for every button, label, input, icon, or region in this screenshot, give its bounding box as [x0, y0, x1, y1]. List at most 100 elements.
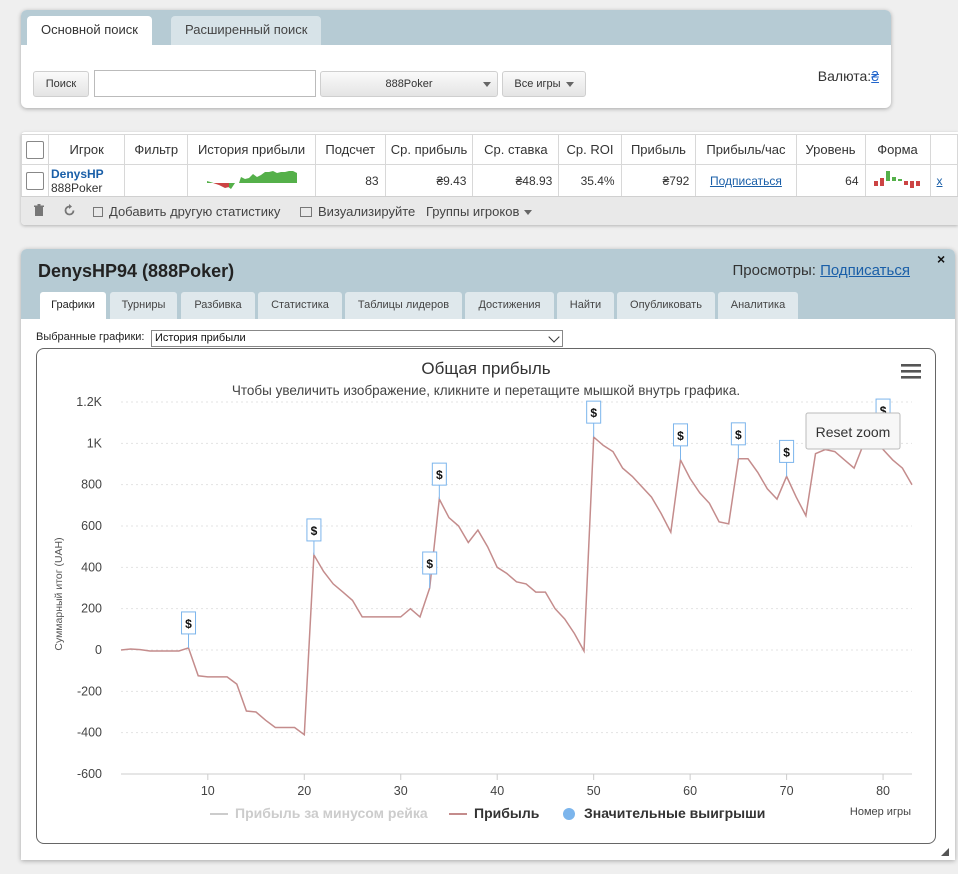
header-level[interactable]: Уровень [795, 134, 866, 165]
header-form[interactable]: Форма [864, 134, 931, 165]
chevron-down-icon [548, 331, 560, 343]
svg-text:$: $ [426, 557, 433, 571]
header-extra [929, 134, 958, 165]
big-win-flag[interactable]: $ [431, 462, 447, 500]
x-tick-label: 10 [201, 784, 215, 798]
selected-charts-label: Выбранные графики: [36, 331, 145, 343]
currency-link[interactable]: ₴ [871, 68, 879, 84]
big-win-flag[interactable]: $ [422, 551, 438, 588]
y-tick-label: 0 [95, 643, 102, 657]
svg-text:$: $ [677, 429, 684, 443]
x-tick-label: 70 [780, 784, 794, 798]
big-win-flag[interactable]: $ [672, 423, 688, 460]
big-wins-series: $ $ $ $ $ $ $ $ $ [181, 398, 891, 648]
header-player[interactable]: Игрок [47, 134, 126, 165]
views-label: Просмотры: [732, 262, 816, 279]
chart-subtitle: Чтобы увеличить изображение, кликните и … [232, 383, 740, 398]
profit-cell: ₴792 [620, 164, 697, 198]
legend-item-wins[interactable]: Значительные выигрыши [563, 805, 765, 821]
player-groups-button[interactable]: Группы игроков [426, 204, 533, 219]
selected-charts-select[interactable]: История прибыли [151, 330, 563, 347]
big-win-flag[interactable]: $ [779, 439, 795, 477]
tab-analytics[interactable]: Аналитика [718, 292, 798, 319]
big-win-flag[interactable]: $ [181, 611, 197, 648]
svg-text:$: $ [783, 445, 790, 459]
chart-menu-icon[interactable] [901, 364, 921, 379]
x-tick-label: 20 [297, 784, 311, 798]
x-tick-label: 30 [394, 784, 408, 798]
room-select[interactable]: 888Poker [320, 71, 498, 97]
tab-charts[interactable]: Графики [40, 292, 106, 319]
tab-leaderboards[interactable]: Таблицы лидеров [345, 292, 462, 319]
games-select-value: Все игры [514, 78, 561, 90]
header-avg-stake[interactable]: Ср. ставка [472, 134, 560, 165]
search-panel: Основной поиск Расширенный поиск Поиск 8… [21, 10, 891, 108]
big-win-flag[interactable]: $ [730, 422, 746, 459]
search-button[interactable]: Поиск [33, 71, 89, 97]
tab-tournaments[interactable]: Турниры [110, 292, 177, 319]
header-profit-hour[interactable]: Прибыль/час [695, 134, 797, 165]
legend-item-profit[interactable]: Прибыль [449, 805, 540, 821]
tab-statistics[interactable]: Статистика [258, 292, 342, 319]
table-toolbar: Добавить другую статистику Визуализируйт… [21, 196, 958, 225]
filter-cell [124, 164, 189, 198]
y-tick-label: -400 [77, 726, 102, 740]
legend-rake-label: Прибыль за минусом рейка [235, 805, 428, 821]
row-checkbox[interactable] [26, 172, 44, 190]
y-tick-label: 600 [81, 519, 102, 533]
header-profit[interactable]: Прибыль [620, 134, 697, 165]
x-axis-label: Номер игры [850, 806, 911, 818]
tab-advanced-search[interactable]: Расширенный поиск [171, 16, 322, 45]
table-header-row: Игрок Фильтр История прибыли Подсчет Ср.… [21, 134, 958, 165]
header-filter[interactable]: Фильтр [124, 134, 189, 165]
refresh-icon[interactable] [63, 204, 76, 220]
tab-publish[interactable]: Опубликовать [617, 292, 715, 319]
profit-history-cell [187, 164, 316, 198]
avg-profit-cell: ₴9.43 [384, 164, 474, 198]
big-win-flag[interactable]: $ [306, 518, 322, 555]
reset-zoom-button[interactable]: Reset zoom [805, 412, 901, 450]
y-tick-label: 400 [81, 560, 102, 574]
visualize-label: Визуализируйте [318, 204, 416, 219]
big-win-flag[interactable]: $ [586, 400, 602, 438]
resize-grip[interactable] [941, 848, 949, 856]
trash-icon[interactable] [33, 204, 45, 220]
room-select-value: 888Poker [385, 78, 433, 90]
games-select[interactable]: Все игры [502, 71, 586, 97]
header-avg-roi[interactable]: Ср. ROI [558, 134, 622, 165]
x-tick-label: 50 [587, 784, 601, 798]
close-icon[interactable]: × [937, 251, 946, 267]
extra-cell: х [929, 164, 958, 198]
tab-achievements[interactable]: Достижения [465, 292, 554, 319]
profit-history-sparkline [206, 170, 297, 189]
y-axis-ticks: -600 -400 -200 0 200 400 600 800 1K 1.2K [76, 395, 102, 781]
subscribe-link[interactable]: Подписаться [709, 174, 782, 188]
y-tick-label: -600 [77, 767, 102, 781]
header-avg-profit[interactable]: Ср. прибыль [384, 134, 474, 165]
copy-icon [93, 207, 103, 217]
profit-chart[interactable]: Общая прибыль Чтобы увеличить изображени… [36, 348, 936, 844]
header-count[interactable]: Подсчет [314, 134, 386, 165]
y-tick-label: -200 [77, 684, 102, 698]
tab-breakdown[interactable]: Разбивка [181, 292, 255, 319]
image-icon [300, 207, 312, 217]
visualize-button[interactable]: Визуализируйте [300, 204, 415, 219]
stats-table: Игрок Фильтр История прибыли Подсчет Ср.… [21, 134, 958, 198]
header-profit-history[interactable]: История прибыли [187, 134, 316, 165]
select-all-checkbox[interactable] [26, 140, 44, 159]
add-stat-button[interactable]: Добавить другую статистику [93, 204, 280, 219]
extra-link[interactable]: х [936, 174, 943, 188]
tab-find[interactable]: Найти [557, 292, 614, 319]
profit-line [120, 433, 913, 737]
add-stat-label: Добавить другую статистику [109, 204, 281, 219]
svg-text:$: $ [590, 406, 597, 420]
views-subscribe-link[interactable]: Подписаться [820, 262, 910, 279]
profit-chart-svg: Общая прибыль Чтобы увеличить изображени… [53, 359, 921, 821]
search-input[interactable] [94, 70, 316, 97]
x-tick-label: 80 [876, 784, 890, 798]
y-tick-label: 1.2K [76, 395, 102, 409]
currency: Валюта:₴ [818, 68, 879, 84]
legend-item-rake[interactable]: Прибыль за минусом рейка [210, 805, 428, 821]
tab-basic-search[interactable]: Основной поиск [27, 16, 152, 45]
player-name-link[interactable]: DenysHP94 [51, 167, 104, 181]
